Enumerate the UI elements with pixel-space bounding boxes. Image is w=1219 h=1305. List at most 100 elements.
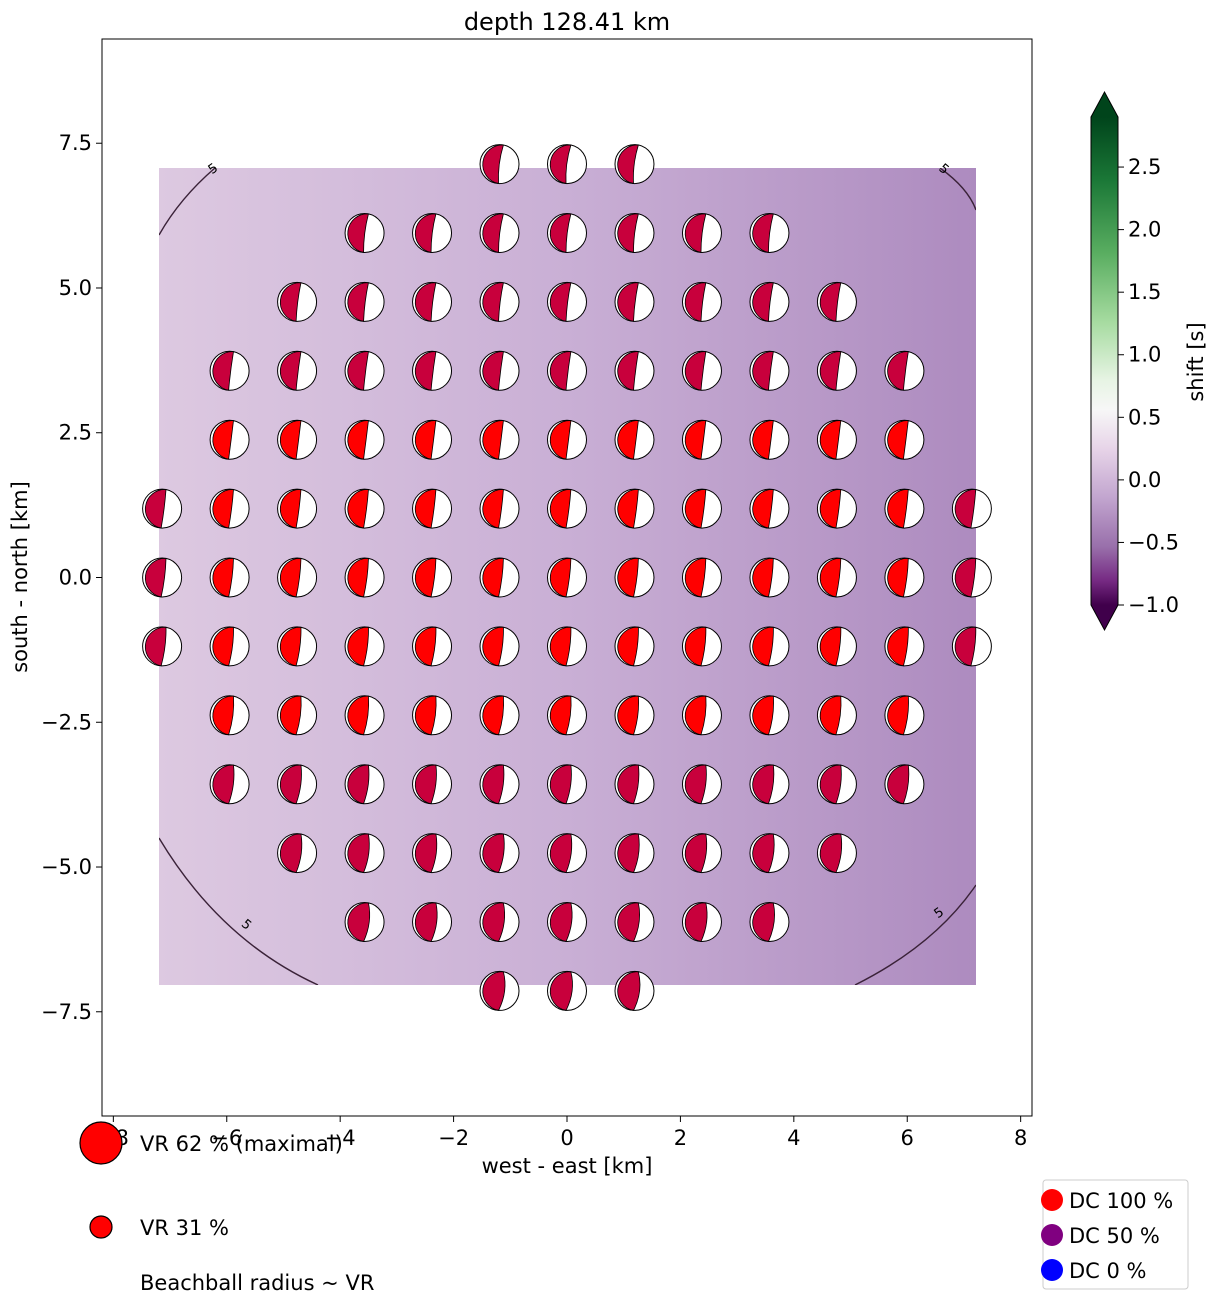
beachball-compression [752,282,774,322]
beachball-compression [482,351,504,391]
beachball [412,695,453,736]
beachball-compression [684,282,707,322]
beachball-compression [279,764,302,805]
beachball-compression [684,764,707,805]
beachball-outline [479,695,520,736]
beachball [681,419,722,460]
beachball-outline [749,902,790,943]
legend-marker-vr-half [89,1215,113,1239]
beachball-outline [479,212,520,253]
beachball-compression [819,764,842,805]
chart-title: depth 128.41 km [464,8,670,36]
beachball [547,281,587,322]
beachball [547,419,587,460]
beachball-compression [414,489,437,529]
beachball [884,350,925,391]
beachball [344,902,385,943]
beachball-compression [617,695,639,736]
beachball-compression [482,695,505,736]
beachball-outline [142,626,183,667]
beachball-outline [479,970,520,1011]
beachball-compression [617,971,641,1011]
beachball-compression [954,489,977,529]
beachball-compression [819,833,843,874]
beachball-compression [144,557,167,598]
beachball [614,419,655,460]
beachball [749,695,790,736]
legend-marker-vr-max [79,1121,123,1165]
beachball-outline [614,488,655,529]
beachball-outline [816,764,857,805]
beachball [816,419,857,460]
beachball-compression [482,144,504,185]
beachball-compression [684,557,707,598]
beachball-compression [347,213,369,253]
beachball-outline [209,626,250,667]
beachball-compression [414,764,437,805]
beachball [816,281,857,322]
beachball [277,764,318,805]
beachball-outline [344,350,385,391]
beachball [344,557,385,598]
beachball-compression [752,626,774,667]
beachball [479,144,520,185]
beachball-outline [412,281,453,322]
colorbar-tick-label: 0.5 [1128,405,1161,429]
beachball [209,557,250,598]
beachball-outline [344,212,385,253]
beachball-outline [277,626,318,667]
beachball [749,350,790,391]
beachball-outline [749,212,790,253]
beachball [277,626,318,667]
beachball-compression [212,351,234,391]
beachball-outline [277,764,318,805]
beachball-outline [479,419,520,460]
beachball-outline [614,764,655,805]
beachball [277,281,318,322]
beachball-outline [412,212,453,253]
beachball-outline [681,419,722,460]
beachball [614,488,655,529]
beachball [547,764,587,805]
beachball-compression [414,213,437,253]
beachball [884,764,925,805]
beachball-outline [681,350,722,391]
beachball-outline [547,902,587,943]
y-tick-label: 2.5 [59,421,92,445]
beachball [951,557,992,598]
beachball-outline [816,695,857,736]
beachball [614,557,655,598]
beachball [614,833,655,874]
contour-line [939,168,976,211]
legend-label-dc-50: DC 50 % [1069,1224,1160,1248]
legend-label-vr-half: VR 31 % [140,1216,229,1240]
beachball-compression [549,282,572,322]
beachball-outline [547,833,587,874]
beachball [479,626,520,667]
beachball-compression [684,420,707,460]
beachball-outline [749,488,790,529]
colorbar-tick-label: 2.5 [1128,155,1161,179]
beachball-outline [614,144,655,185]
beachball-outline [344,419,385,460]
beachball [951,488,992,529]
beachball-compression [549,213,572,253]
y-axis-label: south - north [km] [8,481,32,673]
beachball-compression [347,626,369,667]
beachball [209,488,250,529]
beachball-outline [344,902,385,943]
beachball [412,419,453,460]
beachball-compression [549,833,573,874]
beachball [749,281,790,322]
beachball-outline [209,557,250,598]
y-tick-label: −5.0 [41,855,92,879]
beachball [479,350,520,391]
y-tick-label: 0.0 [59,566,92,590]
contour-line [159,837,319,985]
beachball-compression [347,764,370,805]
beachball-compression [617,764,640,805]
beachball-outline [614,695,655,736]
beachball [816,833,857,874]
beachball-compression [617,489,639,529]
beachball-outline [142,488,183,529]
